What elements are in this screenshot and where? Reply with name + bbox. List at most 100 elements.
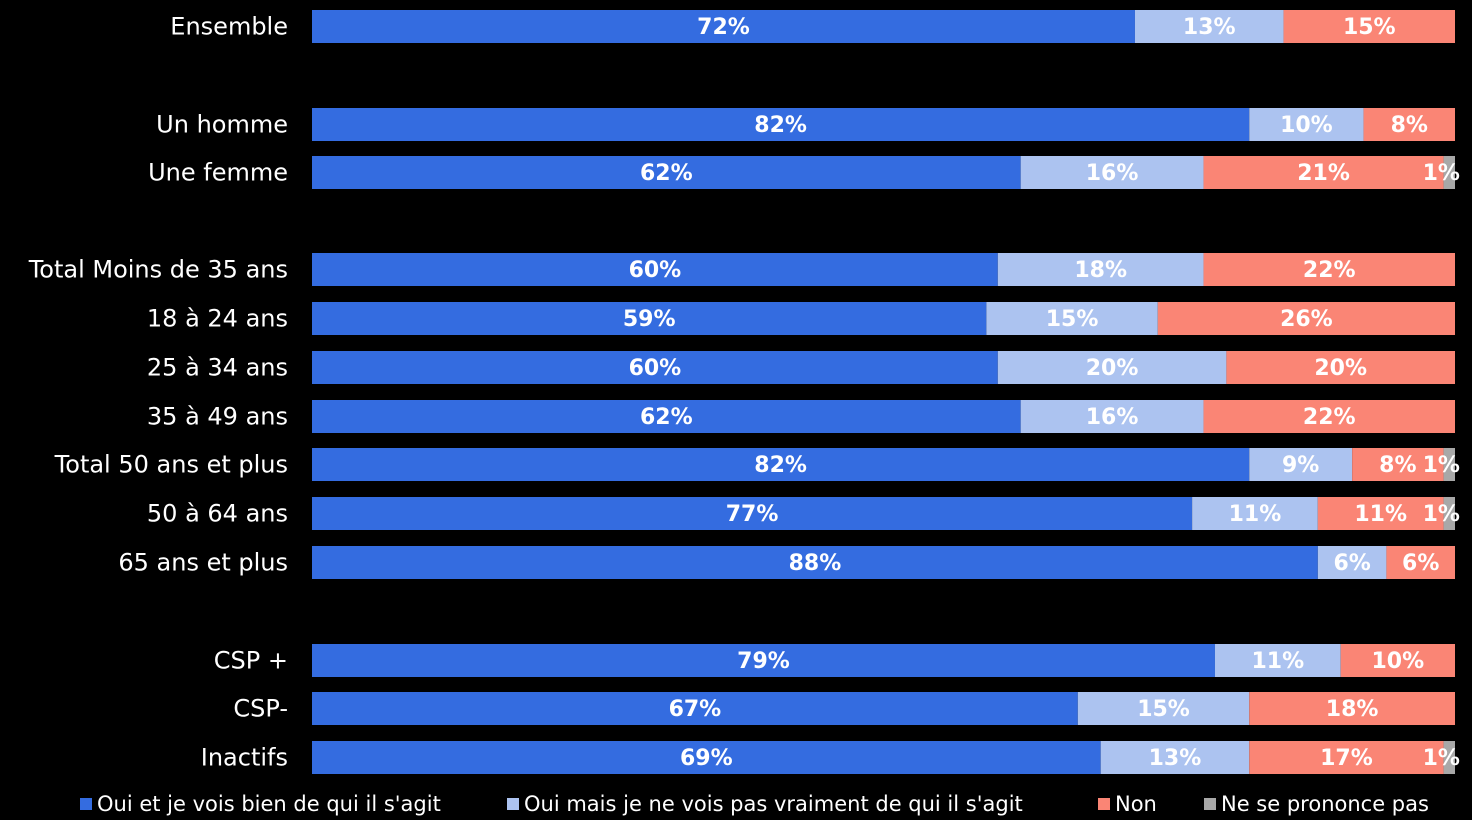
data-label: 82% bbox=[754, 113, 807, 138]
data-label: 59% bbox=[623, 307, 676, 332]
chart-legend: Oui et je vois bien de qui il s'agit Oui … bbox=[0, 792, 1472, 820]
category-label: 65 ans et plus bbox=[118, 549, 288, 577]
data-label: 1% bbox=[1423, 453, 1460, 478]
data-label: 1% bbox=[1423, 502, 1460, 527]
bar-segment bbox=[312, 302, 987, 335]
stacked-bar-chart: Ensemble 72% 13% 15% Un homme 82% 10% 8% Une fem… bbox=[28, 10, 1460, 774]
bar-segment bbox=[312, 351, 998, 384]
data-label: 17% bbox=[1320, 746, 1373, 771]
data-label: 11% bbox=[1251, 649, 1304, 674]
bar-segment bbox=[312, 741, 1101, 774]
data-label: 82% bbox=[754, 453, 807, 478]
data-label: 20% bbox=[1086, 356, 1139, 381]
bar-segment bbox=[1203, 400, 1455, 433]
bar-segment bbox=[1340, 644, 1455, 677]
bar-segment bbox=[1249, 448, 1353, 481]
legend-label: Oui et je vois bien de qui il s'agit bbox=[97, 792, 441, 816]
bar-segment bbox=[1443, 497, 1455, 530]
bar-segment bbox=[997, 253, 1204, 286]
category-label: 35 à 49 ans bbox=[147, 403, 288, 431]
legend-label: Ne se prononce pas bbox=[1221, 792, 1429, 816]
bar-segment bbox=[1443, 448, 1455, 481]
data-label: 20% bbox=[1314, 356, 1367, 381]
bar-segment bbox=[312, 400, 1021, 433]
category-label: Un homme bbox=[156, 111, 288, 139]
data-label: 11% bbox=[1354, 502, 1407, 527]
data-label: 62% bbox=[640, 405, 693, 430]
bar-segment bbox=[1077, 692, 1250, 725]
data-label: 60% bbox=[629, 356, 682, 381]
data-label: 21% bbox=[1297, 161, 1350, 186]
data-label: 11% bbox=[1229, 502, 1282, 527]
bar-segment bbox=[1443, 741, 1455, 774]
bar-segment bbox=[997, 351, 1227, 384]
data-label: 15% bbox=[1137, 697, 1190, 722]
legend-swatch bbox=[1204, 798, 1216, 810]
bar-segment bbox=[1100, 741, 1250, 774]
data-label: 16% bbox=[1086, 161, 1139, 186]
bar-segment bbox=[312, 108, 1250, 141]
legend-swatch bbox=[80, 798, 92, 810]
data-label: 18% bbox=[1326, 697, 1379, 722]
category-label: Total 50 ans et plus bbox=[54, 451, 288, 479]
bar-segment bbox=[312, 156, 1021, 189]
bar-segment bbox=[1134, 10, 1284, 43]
data-label: 6% bbox=[1402, 551, 1439, 576]
bar-segment bbox=[1203, 156, 1444, 189]
data-label: 72% bbox=[697, 15, 750, 40]
data-label: 15% bbox=[1343, 15, 1396, 40]
bar-segment bbox=[312, 448, 1250, 481]
legend-swatch bbox=[507, 798, 519, 810]
category-label: 18 à 24 ans bbox=[147, 305, 288, 333]
bar-segment bbox=[1157, 302, 1455, 335]
category-label: Inactifs bbox=[201, 744, 288, 772]
legend-item: Oui mais je ne vois pas vraiment de qui … bbox=[507, 792, 1023, 816]
data-label: 15% bbox=[1046, 307, 1099, 332]
bar-segment bbox=[1249, 741, 1444, 774]
legend-item: Ne se prononce pas bbox=[1204, 792, 1429, 816]
category-label: Une femme bbox=[148, 159, 288, 187]
legend-label: Oui mais je ne vois pas vraiment de qui … bbox=[524, 792, 1023, 816]
data-label: 60% bbox=[629, 258, 682, 283]
data-label: 69% bbox=[680, 746, 733, 771]
data-label: 79% bbox=[737, 649, 790, 674]
data-label: 10% bbox=[1280, 113, 1333, 138]
category-label: 50 à 64 ans bbox=[147, 500, 288, 528]
bar-segment bbox=[1363, 108, 1455, 141]
data-label: 16% bbox=[1086, 405, 1139, 430]
data-label: 77% bbox=[726, 502, 779, 527]
data-label: 18% bbox=[1074, 258, 1127, 283]
data-label: 1% bbox=[1423, 161, 1460, 186]
data-label: 1% bbox=[1423, 746, 1460, 771]
bar-segment bbox=[1020, 400, 1204, 433]
category-label: Ensemble bbox=[170, 13, 288, 41]
data-label: 13% bbox=[1149, 746, 1202, 771]
bar-segment bbox=[1283, 10, 1455, 43]
data-label: 88% bbox=[789, 551, 842, 576]
data-label: 22% bbox=[1303, 258, 1356, 283]
data-label: 13% bbox=[1183, 15, 1236, 40]
bar-segment bbox=[1386, 546, 1455, 579]
bar-segment bbox=[1249, 692, 1455, 725]
bar-segment bbox=[1443, 156, 1455, 189]
bar-segment bbox=[312, 644, 1215, 677]
category-label: Total Moins de 35 ans bbox=[28, 256, 288, 284]
legend-label: Non bbox=[1115, 792, 1157, 816]
data-label: 8% bbox=[1391, 113, 1428, 138]
data-label: 22% bbox=[1303, 405, 1356, 430]
category-label: CSP + bbox=[214, 647, 288, 675]
data-label: 9% bbox=[1282, 453, 1319, 478]
category-label: CSP- bbox=[233, 695, 288, 723]
data-label: 62% bbox=[640, 161, 693, 186]
bar-segment bbox=[1192, 497, 1318, 530]
legend-item: Oui et je vois bien de qui il s'agit bbox=[80, 792, 441, 816]
legend-swatch bbox=[1098, 798, 1110, 810]
bar-segment bbox=[1249, 108, 1364, 141]
bar-segment bbox=[312, 692, 1078, 725]
bar-segment bbox=[1020, 156, 1204, 189]
data-label: 26% bbox=[1280, 307, 1333, 332]
data-label: 67% bbox=[669, 697, 722, 722]
bar-segment bbox=[312, 10, 1135, 43]
data-label: 8% bbox=[1379, 453, 1416, 478]
bar-segment bbox=[1317, 546, 1387, 579]
